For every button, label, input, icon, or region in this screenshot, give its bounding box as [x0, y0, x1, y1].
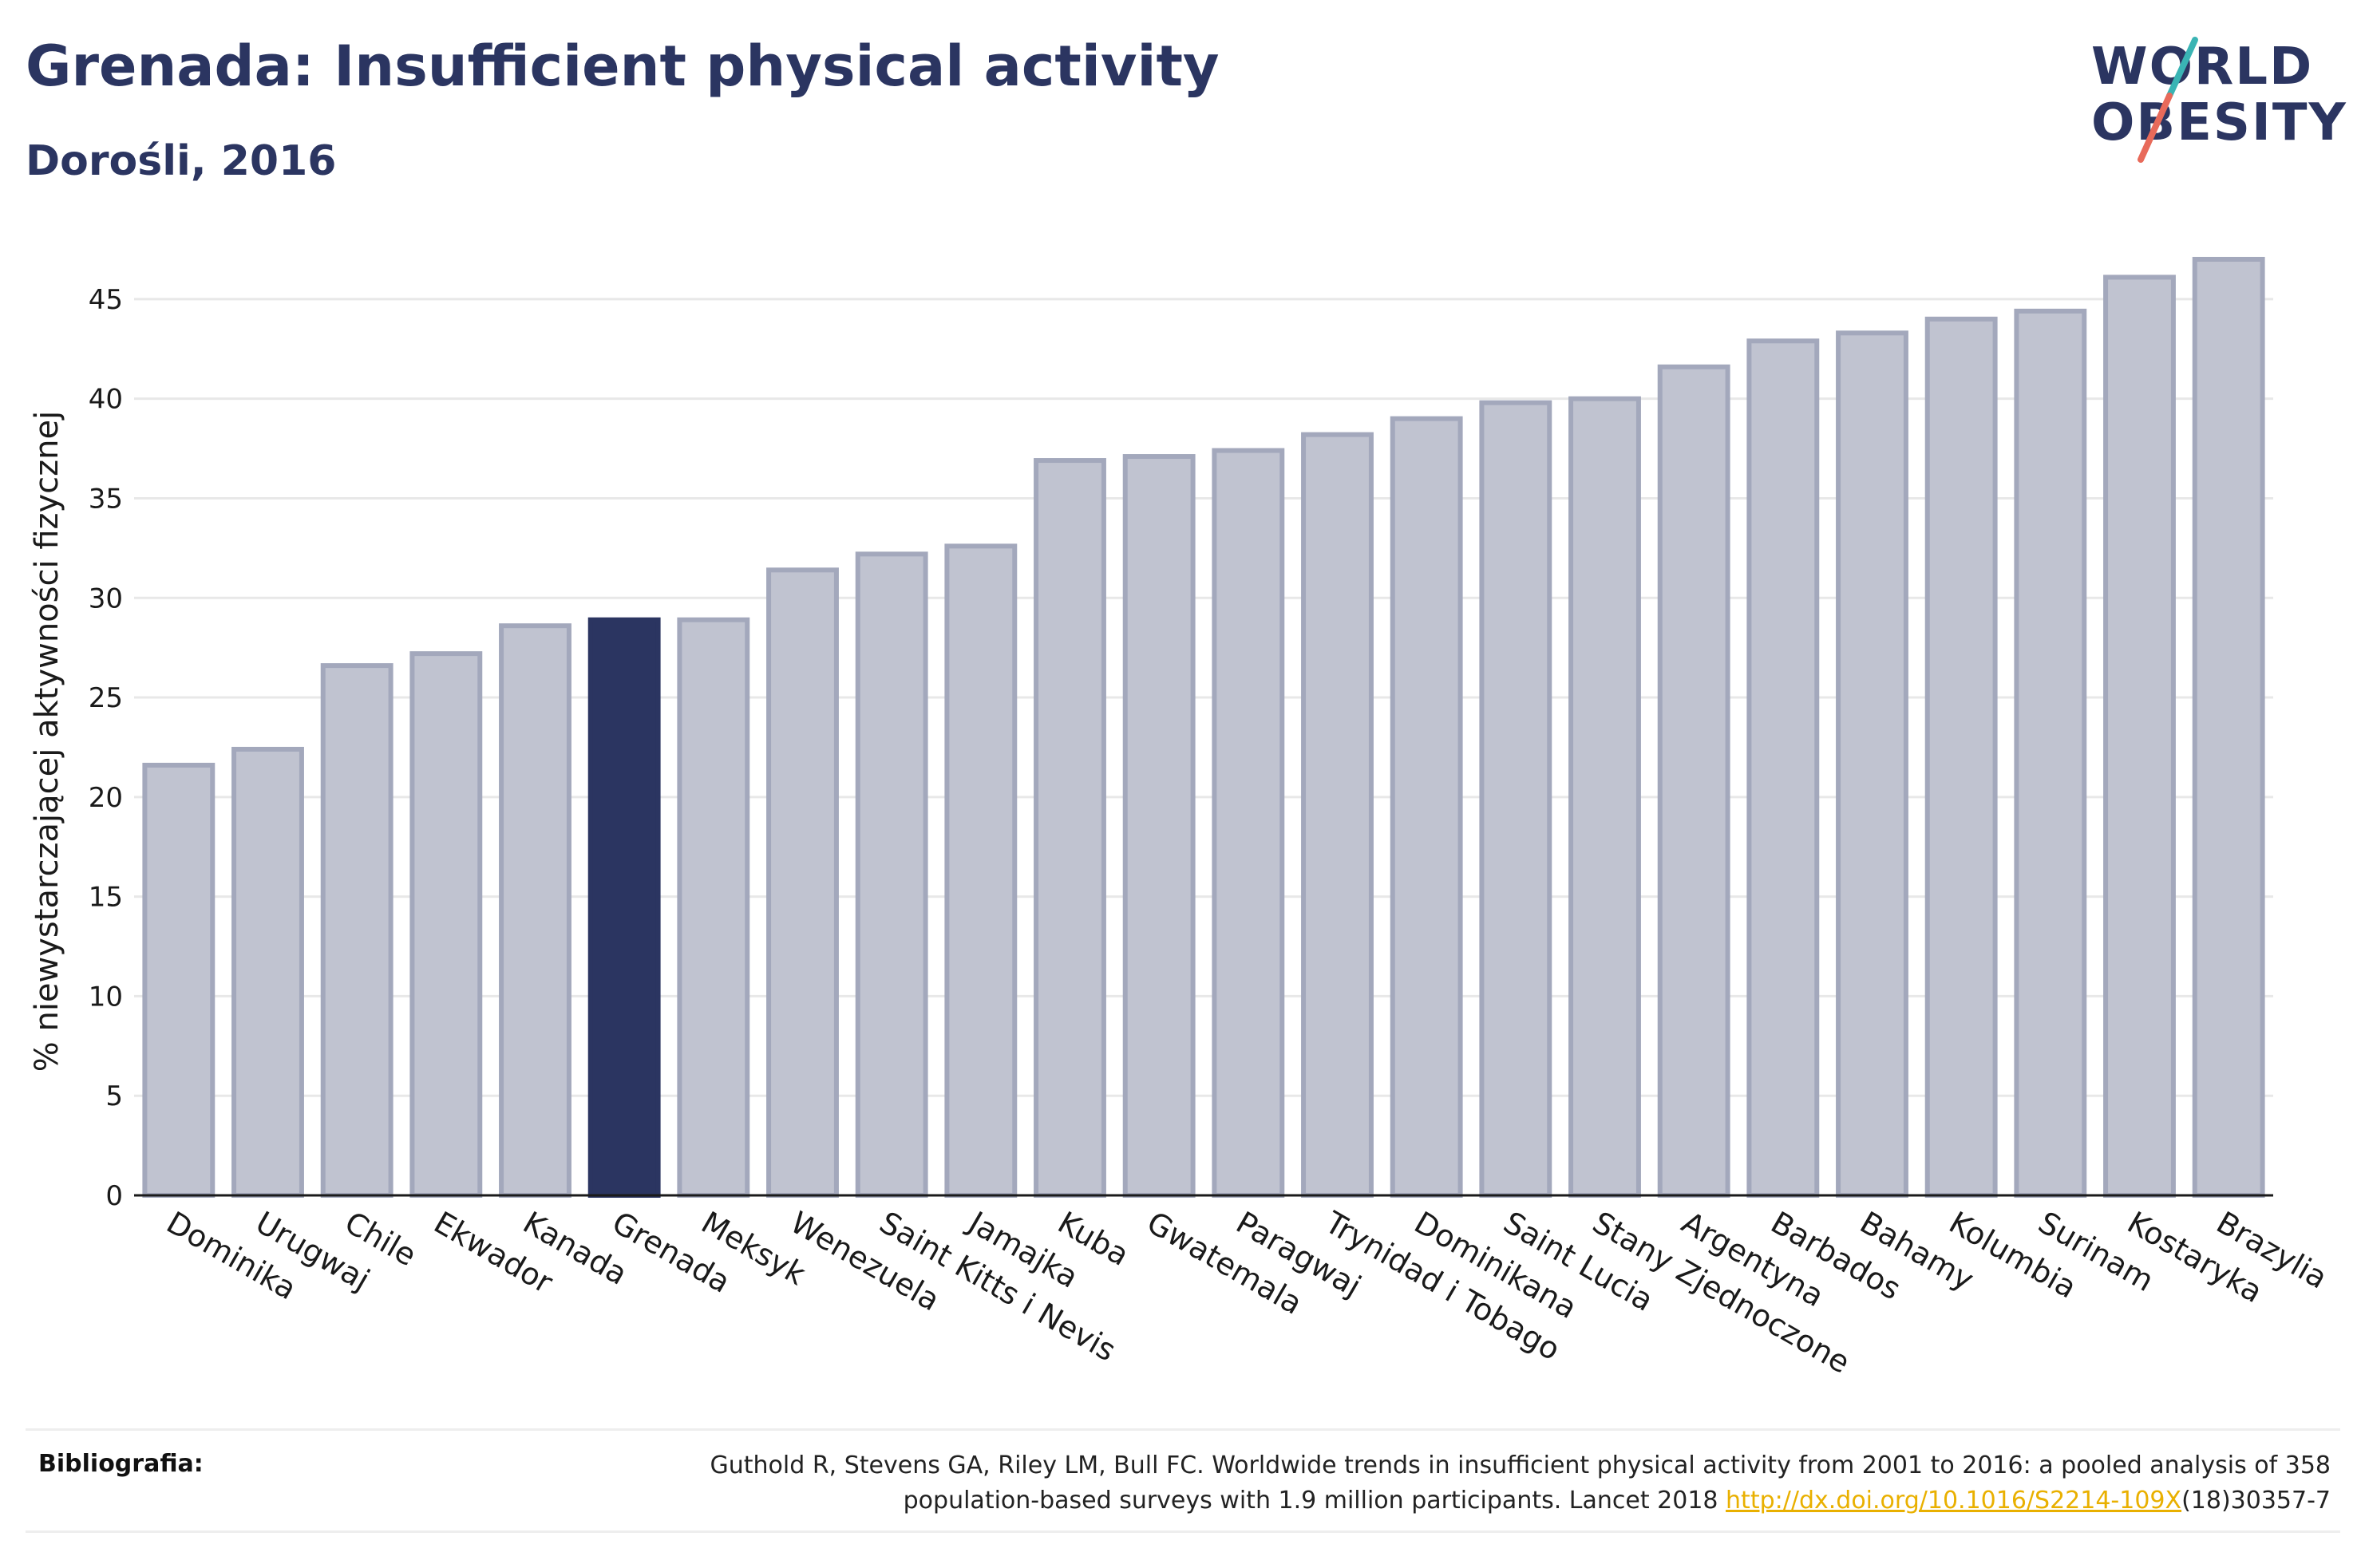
bibliography-label: Bibliografia: [38, 1450, 204, 1478]
bar [1657, 364, 1730, 1199]
y-tick-label: 0 [105, 1180, 123, 1212]
y-tick-label: 25 [89, 682, 123, 714]
y-tick-label: 20 [89, 782, 123, 814]
logo-word-obesity: OBESITY [2091, 93, 2347, 152]
doi-link[interactable]: http://dx.doi.org/10.1016/S2214-109X [1726, 1487, 2182, 1515]
bar [142, 762, 216, 1198]
bar [766, 567, 839, 1198]
bar [1568, 396, 1641, 1198]
bar [855, 551, 928, 1198]
bar [2192, 256, 2265, 1198]
bar-highlighted [587, 617, 661, 1198]
chart-title: Grenada: Insufficient physical activity [26, 34, 1220, 99]
logo-slash-icon [2166, 37, 2198, 99]
bibliography-line1: Guthold R, Stevens GA, Riley LM, Bull FC… [710, 1451, 2331, 1479]
y-tick-label: 15 [89, 882, 123, 914]
world-obesity-logo: WORLD OBESITY [2091, 37, 2347, 163]
bar [677, 617, 750, 1198]
logo-word-world: WORLD [2091, 38, 2313, 97]
y-axis-label: % niewystarczającej aktywności fizycznej [29, 411, 65, 1072]
bar [1212, 448, 1285, 1198]
bibliography-footer: Bibliografia: Guthold R, Stevens GA, Ril… [26, 1428, 2340, 1533]
bar [2014, 308, 2087, 1199]
y-tick-labels: 0 5 10 15 20 25 30 35 40 45 [89, 284, 123, 1212]
y-tick-label: 35 [89, 483, 123, 515]
y-tick-label: 10 [89, 981, 123, 1013]
chart-subtitle: Dorośli, 2016 [26, 137, 337, 185]
bar [2103, 274, 2176, 1199]
bar [1301, 432, 1374, 1198]
bar [1746, 338, 1820, 1199]
logo-slash-icon-lower [2138, 93, 2173, 163]
bar [1479, 400, 1552, 1198]
grid-lines [134, 298, 2273, 1097]
bar [409, 651, 483, 1198]
bar [499, 623, 571, 1198]
bar [320, 663, 394, 1198]
bar [1836, 330, 1908, 1198]
y-tick-label: 30 [89, 583, 123, 614]
bar [1390, 416, 1463, 1198]
y-tick-label: 45 [89, 284, 123, 316]
bar [1924, 316, 1998, 1198]
bibliography-line2-end: (18)30357-7 [2181, 1487, 2331, 1515]
y-tick-label: 40 [89, 384, 123, 416]
bibliography-line2: population-based surveys with 1.9 millio… [903, 1487, 1726, 1515]
bibliography-text: Guthold R, Stevens GA, Riley LM, Bull FC… [399, 1448, 2331, 1519]
bars [142, 256, 2265, 1199]
bar [944, 543, 1018, 1198]
bar [1034, 458, 1106, 1198]
bar [231, 746, 304, 1198]
bar [1122, 454, 1196, 1198]
y-tick-label: 5 [105, 1080, 123, 1112]
